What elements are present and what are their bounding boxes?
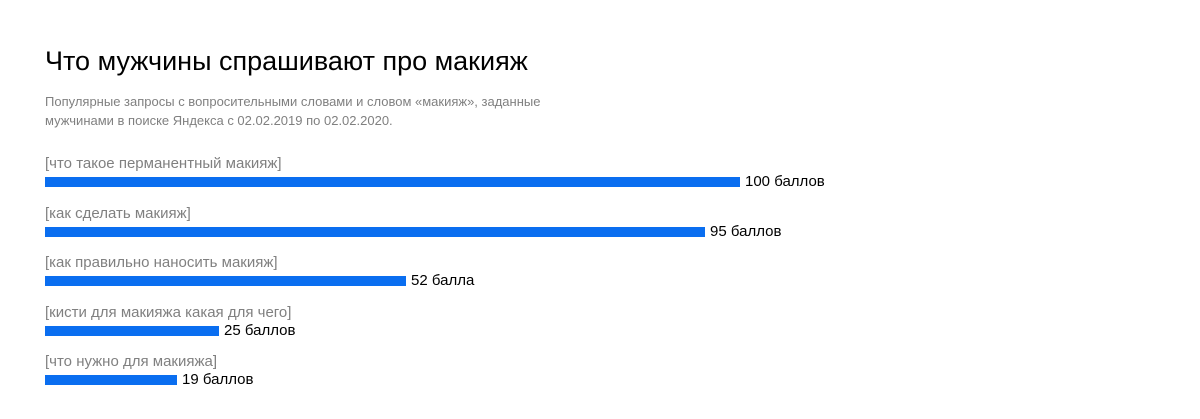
bar-category-label: [что нужно для макияжа]: [45, 353, 218, 370]
bar-category-label: [как сделать макияж]: [45, 204, 191, 222]
bars-container: [что такое перманентный макияж] 100 балло…: [45, 154, 1145, 402]
bar: [45, 177, 740, 187]
bar-value-label: 95 баллов: [710, 222, 782, 240]
bar-category-label: [что такое перманентный макияж]: [45, 155, 282, 172]
chart-subtitle: Популярные запросы с вопросительными сло…: [45, 94, 541, 128]
bar-row: [как сделать макияж] 95 баллов: [45, 204, 1145, 254]
bar: [45, 276, 406, 286]
bar-value-label: 52 балла: [411, 272, 475, 289]
bar-row: [как правильно наносить макияж] 52 балла: [45, 253, 1145, 303]
bar-value-label: 19 баллов: [182, 371, 254, 388]
bar-value-label: 25 баллов: [224, 321, 296, 339]
bar: [45, 325, 219, 336]
bar-row: [что такое перманентный макияж] 100 балло…: [45, 154, 1145, 204]
bar: [45, 226, 705, 237]
bar-row: [что нужно для макияжа] 19 баллов: [45, 352, 1145, 402]
bar-row: [кисти для макияжа какая для чего] 25 бал…: [45, 303, 1145, 353]
chart-title: Что мужчины спрашивают про макияж: [45, 46, 528, 76]
bar-category-label: [кисти для макияжа какая для чего]: [45, 303, 292, 321]
bar-value-label: 100 баллов: [745, 173, 825, 190]
bar-category-label: [как правильно наносить макияж]: [45, 254, 278, 271]
bar: [45, 375, 177, 385]
